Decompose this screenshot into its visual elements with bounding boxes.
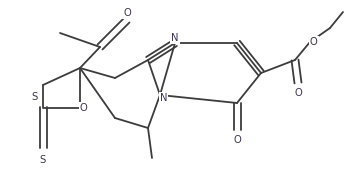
Text: S: S bbox=[40, 155, 46, 165]
Text: O: O bbox=[233, 135, 241, 145]
Text: S: S bbox=[32, 92, 38, 102]
Text: O: O bbox=[310, 37, 318, 47]
Text: N: N bbox=[171, 33, 179, 43]
Text: O: O bbox=[80, 103, 88, 113]
Text: O: O bbox=[294, 88, 302, 98]
Text: N: N bbox=[160, 93, 167, 103]
Text: O: O bbox=[123, 8, 131, 18]
